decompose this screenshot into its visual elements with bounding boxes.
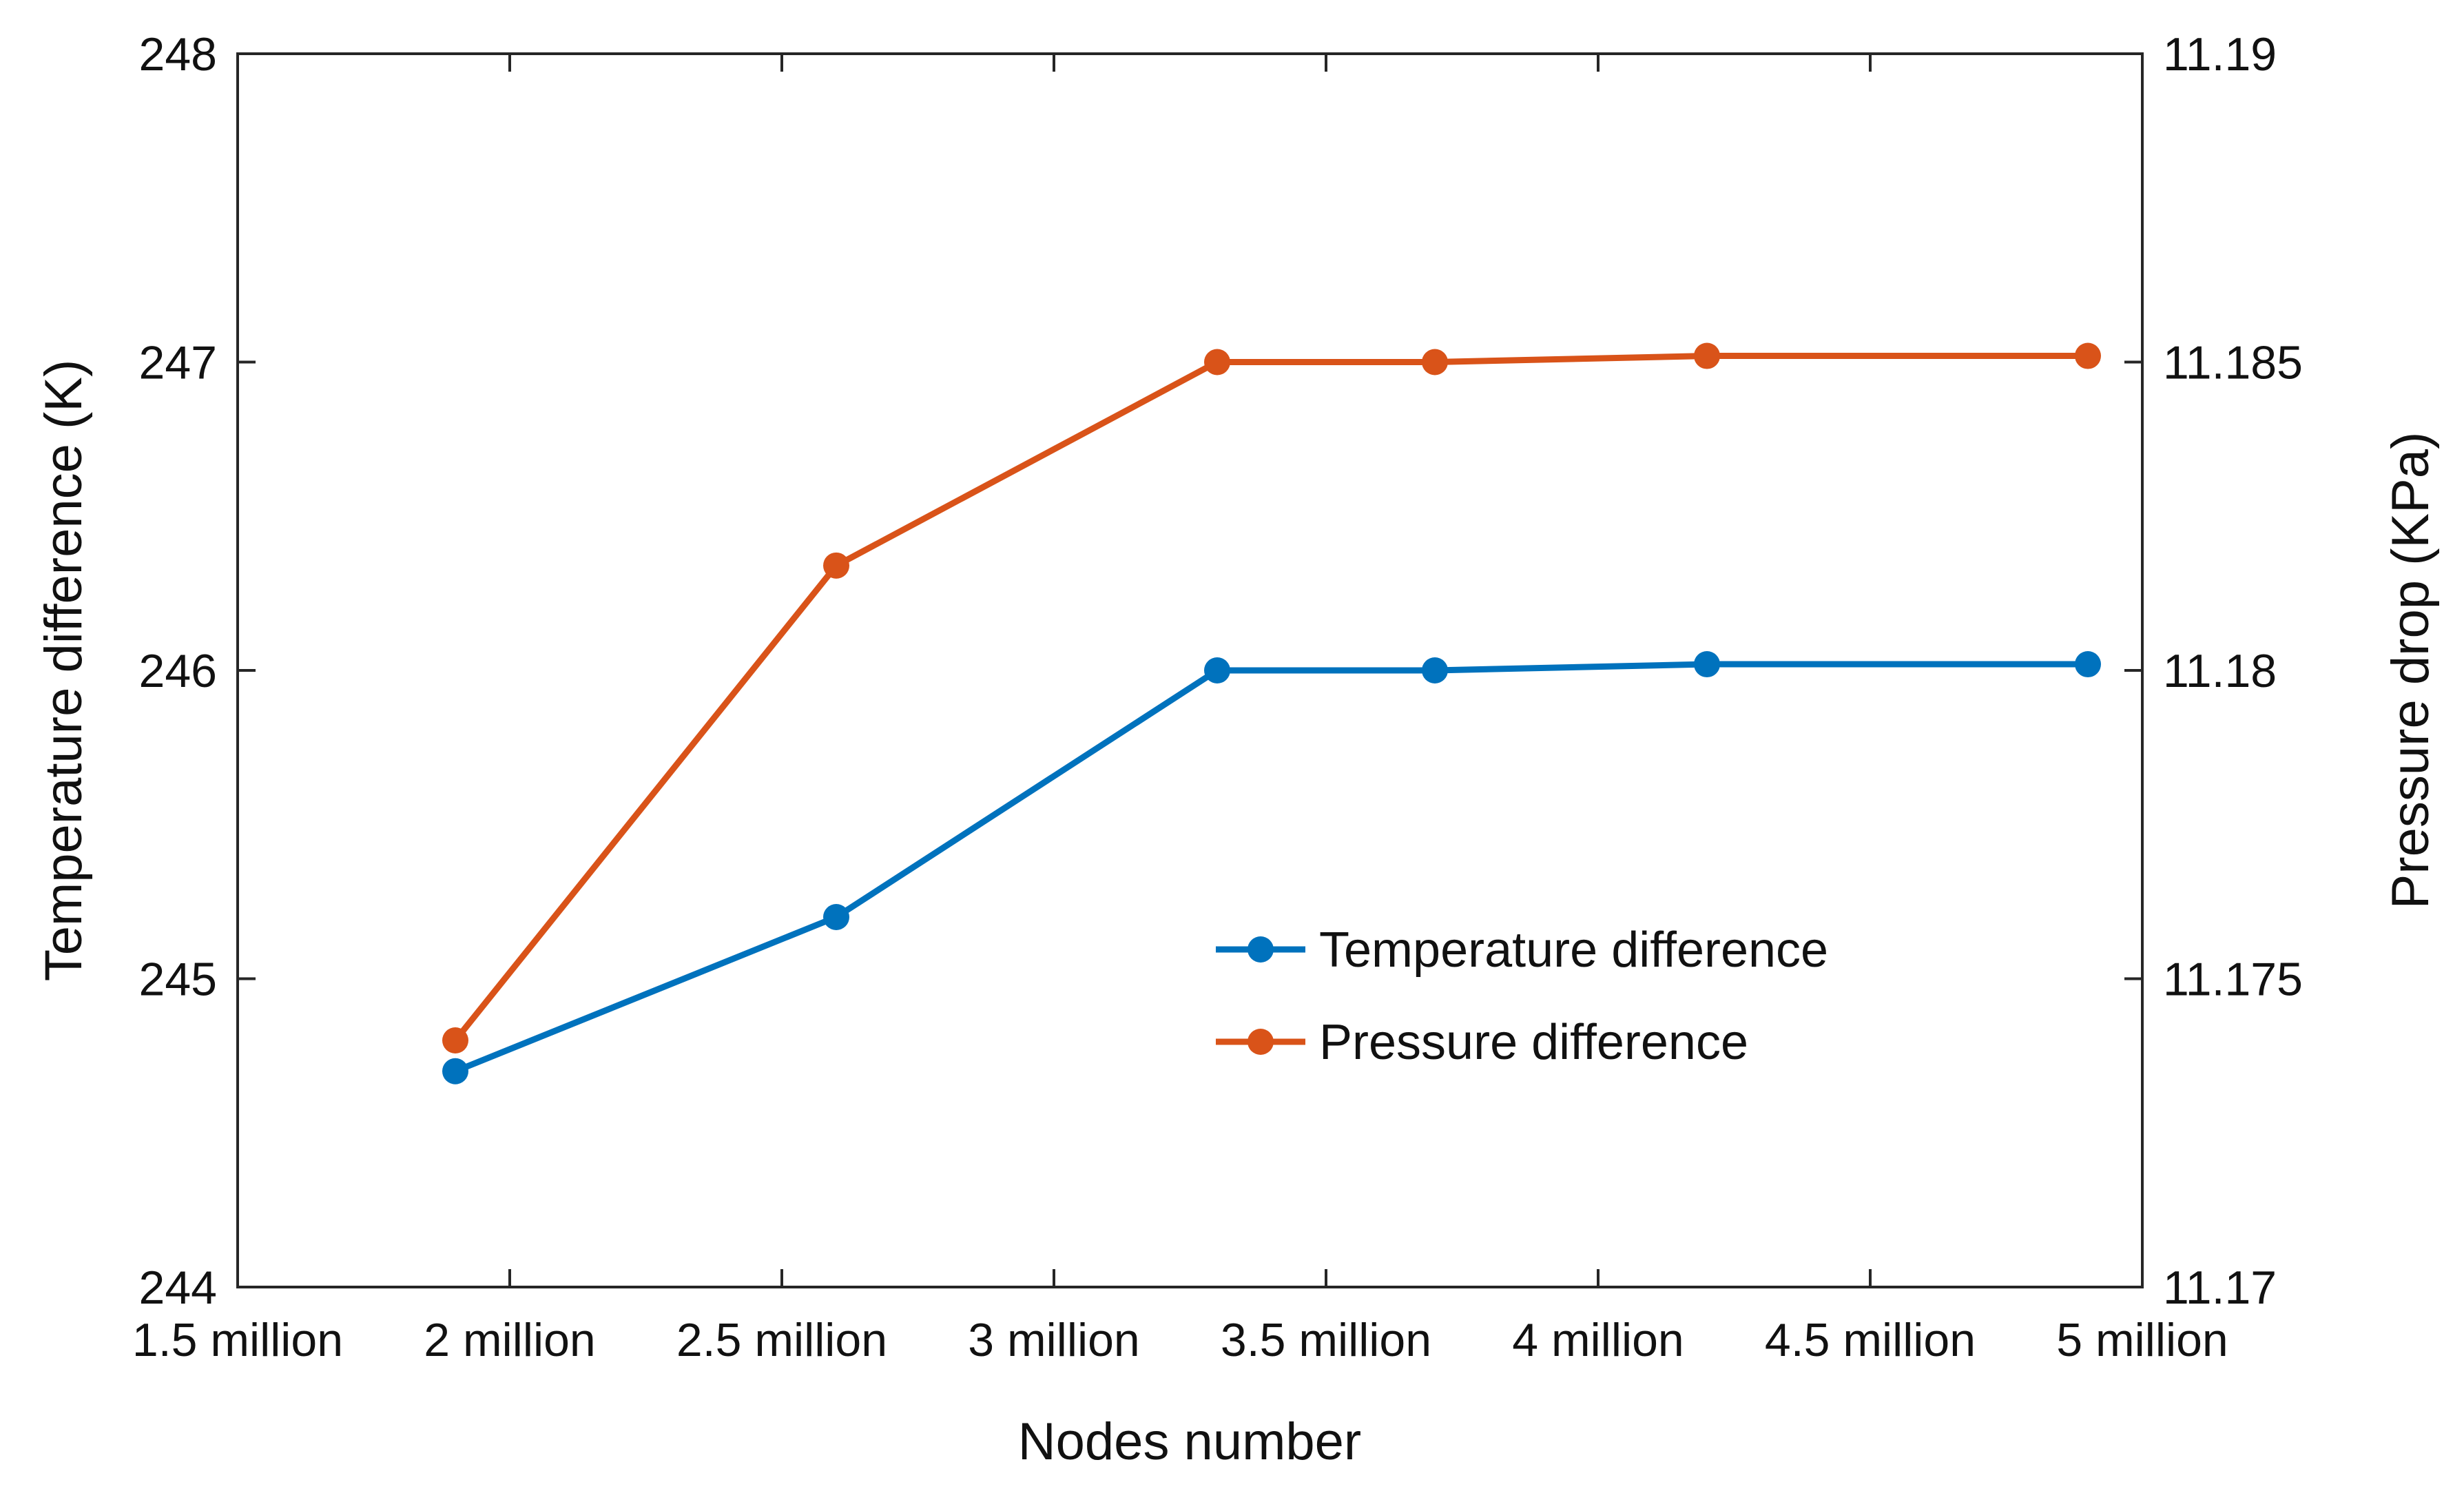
x-axis-title: Nodes number	[1018, 1412, 1362, 1471]
ticks-layer: 1.5 million 2 million 2.5 million 3 million…	[132, 28, 2303, 1366]
x-tick-label: 3.5 million	[1221, 1314, 1431, 1366]
legend-marker-pressure-difference	[1247, 1029, 1274, 1055]
y-right-tick-label: 11.185	[2163, 337, 2303, 389]
pressure-difference-point	[442, 1027, 468, 1053]
legend-marker-temperature-difference	[1247, 936, 1274, 963]
pressure-difference-point	[823, 552, 849, 579]
legend: Temperature difference Pressure differenc…	[1216, 923, 1828, 1070]
plot-area-border	[236, 52, 2144, 1288]
pressure-difference-point	[2075, 342, 2101, 369]
pressure-difference-point	[1204, 349, 1230, 376]
y-left-tick-label: 247	[139, 337, 217, 389]
x-tick-label: 2 million	[424, 1314, 595, 1366]
temperature-difference-point	[1422, 657, 1448, 683]
y-right-tick-label: 11.17	[2163, 1262, 2277, 1314]
temperature-difference-point	[1204, 657, 1230, 683]
temperature-difference-line	[454, 661, 2088, 1074]
y-left-tick-label: 244	[139, 1262, 217, 1314]
temperature-difference-point	[2075, 651, 2101, 678]
temperature-difference-point	[1694, 651, 1720, 678]
x-tick-label: 4 million	[1512, 1314, 1684, 1366]
x-tick-label: 2.5 million	[676, 1314, 887, 1366]
legend-label-pressure-difference: Pressure difference	[1319, 1015, 1748, 1070]
y-right-tick-label: 11.18	[2163, 645, 2277, 697]
temperature-difference-point	[823, 904, 849, 930]
pressure-difference-point	[1694, 342, 1720, 369]
temperature-difference-point	[442, 1058, 468, 1084]
x-tick-label: 3 million	[968, 1314, 1139, 1366]
y-left-tick-label: 245	[139, 954, 217, 1006]
x-tick-label: 1.5 million	[132, 1314, 343, 1366]
pressure-difference-point	[1422, 349, 1448, 376]
x-tick-label: 4.5 million	[1765, 1314, 1976, 1366]
legend-label-temperature-difference: Temperature difference	[1319, 923, 1828, 978]
y-right-tick-label: 11.175	[2163, 954, 2303, 1006]
y-left-tick-label: 248	[139, 28, 217, 81]
x-tick-label: 5 million	[2056, 1314, 2228, 1366]
series-layer	[442, 342, 2101, 1084]
pressure-difference-line	[453, 353, 2088, 1042]
y-axis-right-title: Pressure drop (KPa)	[2381, 432, 2440, 909]
y-left-tick-label: 246	[139, 645, 217, 697]
y-axis-left-title: Temperature difference (K)	[34, 360, 93, 982]
y-right-tick-label: 11.19	[2163, 28, 2277, 81]
